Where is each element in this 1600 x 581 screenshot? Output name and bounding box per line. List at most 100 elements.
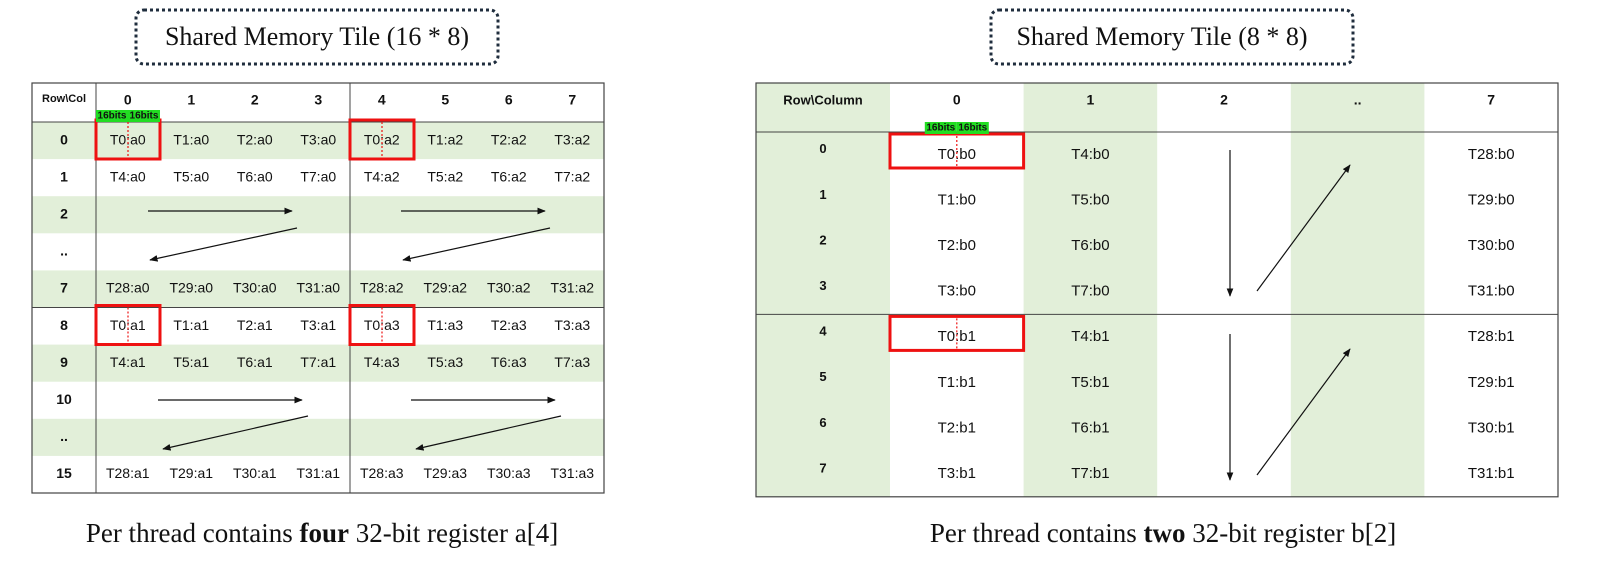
row-shade (32, 196, 604, 234)
cell: T30:b1 (1468, 419, 1515, 436)
title-box (134, 8, 500, 66)
header-cell: 0 (124, 92, 132, 108)
arrow (415, 415, 562, 451)
cell: T31:b1 (1468, 465, 1515, 482)
row-label: 8 (60, 317, 68, 333)
header-cell: 2 (251, 92, 259, 108)
cell: T7:a0 (300, 168, 336, 184)
cell: T4:a1 (110, 354, 146, 370)
cell: T3:b0 (938, 283, 976, 300)
cell: T29:a1 (169, 465, 213, 481)
caption-text: 32-bit register b[2] (1185, 518, 1397, 548)
row-shade (32, 270, 604, 308)
cell: T6:b1 (1071, 419, 1109, 436)
header-cell: Row\Column (783, 92, 862, 107)
cell: T30:a3 (487, 465, 531, 481)
col-shade (1023, 83, 1158, 497)
bits-tag (96, 110, 128, 122)
row-label: 2 (60, 205, 68, 221)
cell: T29:a2 (423, 280, 467, 296)
cell: T28:b1 (1468, 328, 1515, 345)
cell: T5:a0 (173, 168, 209, 184)
cell: T3:a1 (300, 317, 336, 333)
header-cell: .. (1354, 92, 1362, 108)
cell: T7:b0 (1071, 283, 1109, 300)
cell: T31:a3 (550, 465, 594, 481)
cell: T1:a1 (173, 317, 209, 333)
row-label: 1 (60, 168, 68, 184)
cell: T30:a1 (233, 465, 277, 481)
cell: T4:b0 (1071, 146, 1109, 163)
left-title: Shared Memory Tile (16 * 8) (165, 22, 469, 51)
header-cell: 3 (314, 92, 322, 108)
cell: T30:b0 (1468, 237, 1515, 254)
title-box (989, 8, 1355, 66)
row-label: .. (60, 243, 68, 259)
row-label: 6 (819, 415, 826, 430)
cell: T30:a0 (233, 280, 277, 296)
col-shade (1290, 83, 1425, 497)
header-cell: 7 (568, 92, 576, 108)
bits-label: 16bits (958, 123, 987, 134)
cell: T29:b1 (1468, 374, 1515, 391)
cell: T2:a2 (491, 131, 527, 147)
header-cell: 5 (441, 92, 449, 108)
caption-bold: two (1143, 518, 1186, 548)
cell: T1:a0 (173, 131, 209, 147)
cell: T7:b1 (1071, 465, 1109, 482)
arrow (402, 227, 551, 262)
cell: T2:a0 (237, 131, 273, 147)
highlight-box (94, 304, 162, 346)
cell: T0:b0 (938, 146, 976, 163)
cell: T6:a2 (491, 168, 527, 184)
cell: T7:a3 (554, 354, 590, 370)
cell: T3:a2 (554, 131, 590, 147)
header-cell: 1 (187, 92, 195, 108)
row-label: 2 (819, 232, 826, 247)
cell: T29:a0 (169, 280, 213, 296)
cell: T2:a3 (491, 317, 527, 333)
row-shade (32, 344, 604, 382)
bits-label: 16bits (98, 111, 127, 122)
cell: T28:a2 (360, 280, 404, 296)
caption-text: 32-bit register a[4] (349, 518, 559, 548)
header-cell: Row\Col (42, 93, 86, 105)
row-label: 15 (56, 465, 72, 481)
arrow (1256, 348, 1351, 476)
bits-label: 16bits (130, 111, 159, 122)
highlight-box (888, 314, 1026, 352)
cell: T6:b0 (1071, 237, 1109, 254)
highlight-box (348, 304, 416, 346)
cell: T5:a1 (173, 354, 209, 370)
header-cell: 1 (1087, 92, 1095, 108)
caption-text: Per thread contains (85, 518, 300, 548)
bits-tag (128, 110, 160, 122)
cell: T28:b0 (1468, 146, 1515, 163)
row-label: 3 (819, 278, 826, 293)
row-label: 9 (60, 354, 68, 370)
cell: T2:a1 (237, 317, 273, 333)
arrow (149, 227, 298, 262)
cell: T0:b1 (938, 328, 976, 345)
row-label: 1 (819, 187, 826, 202)
cell: T2:b0 (938, 237, 976, 254)
cell: T29:b0 (1468, 191, 1515, 208)
cell: T5:a3 (427, 354, 463, 370)
cell: T3:a0 (300, 131, 336, 147)
cell: T7:a1 (300, 354, 336, 370)
bits-label: 16bits (926, 123, 955, 134)
cell: T6:a0 (237, 168, 273, 184)
cell: T1:a3 (427, 317, 463, 333)
left-caption: Per thread contains four 32-bit register… (86, 518, 558, 549)
header-cell: 2 (1220, 92, 1228, 108)
row-label: 5 (819, 369, 826, 384)
cell: T4:a2 (364, 168, 400, 184)
row-shade (32, 122, 604, 160)
cell: T4:a3 (364, 354, 400, 370)
table-border (31, 82, 605, 494)
cell: T5:b0 (1071, 191, 1109, 208)
bits-tag (924, 122, 957, 134)
row-label: 0 (819, 141, 826, 156)
